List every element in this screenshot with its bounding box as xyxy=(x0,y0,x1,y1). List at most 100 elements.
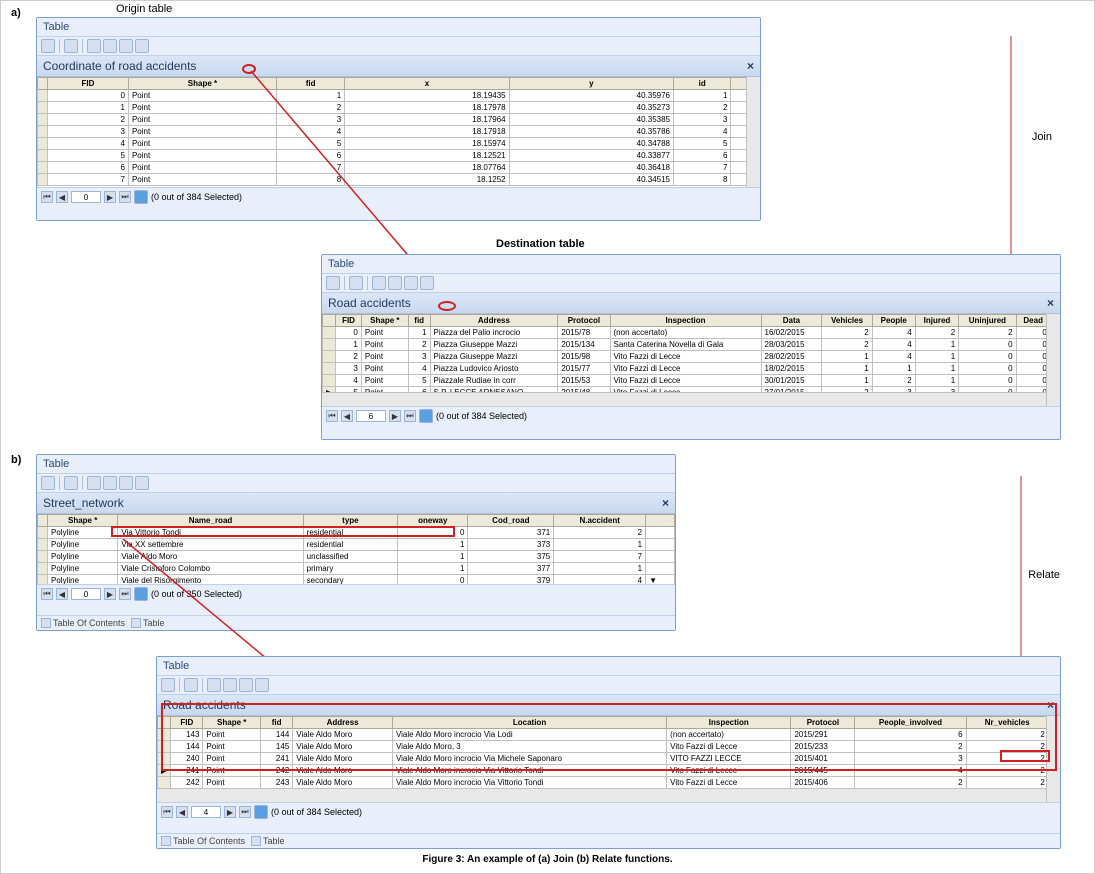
col-header[interactable]: Name_road xyxy=(118,515,303,527)
close-icon[interactable]: × xyxy=(747,59,754,73)
table-row[interactable]: 7Point818.125240.345158 xyxy=(38,174,760,186)
table-row[interactable]: 2Point3Piazza Giuseppe Mazzi2015/98Vito … xyxy=(323,351,1060,363)
nav-last-icon[interactable]: ⏭ xyxy=(239,806,251,818)
tb-icon[interactable] xyxy=(388,276,402,290)
tb-icon[interactable] xyxy=(135,39,149,53)
col-header[interactable]: type xyxy=(303,515,397,527)
nav-select-icon[interactable] xyxy=(254,805,268,819)
nav-index-input[interactable] xyxy=(356,410,386,422)
col-header[interactable]: Address xyxy=(430,315,558,327)
nav-first-icon[interactable]: ⏮ xyxy=(326,410,338,422)
nav-next-icon[interactable]: ▶ xyxy=(224,806,236,818)
tb-icon[interactable] xyxy=(420,276,434,290)
tb-icon[interactable] xyxy=(64,39,78,53)
tb-icon[interactable] xyxy=(255,678,269,692)
col-header[interactable]: People xyxy=(872,315,915,327)
nav-index-input[interactable] xyxy=(71,588,101,600)
nav-first-icon[interactable]: ⏮ xyxy=(161,806,173,818)
col-header[interactable]: Vehicles xyxy=(822,315,872,327)
col-header[interactable]: x xyxy=(345,78,509,90)
col-header[interactable]: Cod_road xyxy=(468,515,554,527)
scrollbar-h[interactable] xyxy=(322,392,1046,406)
table-row[interactable]: 4Point518.1597440.347885 xyxy=(38,138,760,150)
table-row[interactable]: 3Point4Piazza Ludovico Ariosto2015/77Vit… xyxy=(323,363,1060,375)
nav-prev-icon[interactable]: ◀ xyxy=(341,410,353,422)
col-header[interactable]: y xyxy=(509,78,673,90)
table-row[interactable]: 6Point718.0776440.364187 xyxy=(38,162,760,174)
nav-select-icon[interactable] xyxy=(419,409,433,423)
col-header[interactable]: Uninjured xyxy=(959,315,1016,327)
nav-first-icon[interactable]: ⏮ xyxy=(41,588,53,600)
tb-icon[interactable] xyxy=(87,39,101,53)
table-row[interactable]: PolylineVia XX settembreresidential13731 xyxy=(38,539,675,551)
col-header[interactable]: Shape * xyxy=(48,515,118,527)
tb-icon[interactable] xyxy=(372,276,386,290)
table-row[interactable]: 2Point318.1796440.353853 xyxy=(38,114,760,126)
tb-icon[interactable] xyxy=(184,678,198,692)
tb-icon[interactable] xyxy=(103,39,117,53)
col-header[interactable]: Shape * xyxy=(361,315,408,327)
table-row[interactable]: 0Point1Piazza del Palio incrocio2015/78(… xyxy=(323,327,1060,339)
table-row[interactable]: 1Point2Piazza Giuseppe Mazzi2015/134Sant… xyxy=(323,339,1060,351)
tb-icon[interactable] xyxy=(119,476,133,490)
nav-select-icon[interactable] xyxy=(134,587,148,601)
tb-icon[interactable] xyxy=(135,476,149,490)
nav-index-input[interactable] xyxy=(191,806,221,818)
tb-icon[interactable] xyxy=(41,39,55,53)
tb-icon[interactable] xyxy=(41,476,55,490)
tb-icon[interactable] xyxy=(207,678,221,692)
table-row[interactable]: 1Point218.1797840.352732 xyxy=(38,102,760,114)
table-row[interactable]: PolylineViale Aldo Morounclassified13757 xyxy=(38,551,675,563)
tb-icon[interactable] xyxy=(404,276,418,290)
col-header[interactable]: Data xyxy=(761,315,822,327)
scrollbar-h[interactable] xyxy=(157,788,1046,802)
nav-last-icon[interactable]: ⏭ xyxy=(119,191,131,203)
nav-prev-icon[interactable]: ◀ xyxy=(176,806,188,818)
col-header[interactable] xyxy=(38,78,48,90)
close-icon[interactable]: × xyxy=(662,496,669,510)
scrollbar-v[interactable] xyxy=(1046,314,1060,406)
nav-next-icon[interactable]: ▶ xyxy=(104,191,116,203)
toc-tab[interactable]: Table Of Contents xyxy=(161,836,245,846)
table-row[interactable]: 5Point618.1252140.338776 xyxy=(38,150,760,162)
table-tab[interactable]: Table xyxy=(251,836,285,846)
close-icon[interactable]: × xyxy=(1047,296,1054,310)
nav-next-icon[interactable]: ▶ xyxy=(389,410,401,422)
tb-icon[interactable] xyxy=(119,39,133,53)
toc-tab[interactable]: Table Of Contents xyxy=(41,618,125,628)
table-row[interactable]: 242Point243Viale Aldo MoroViale Aldo Mor… xyxy=(158,777,1060,789)
table-row[interactable]: 3Point418.1791840.357864 xyxy=(38,126,760,138)
tb-icon[interactable] xyxy=(223,678,237,692)
col-header[interactable]: fid xyxy=(408,315,430,327)
scrollbar-v[interactable] xyxy=(746,77,760,187)
nav-prev-icon[interactable]: ◀ xyxy=(56,191,68,203)
col-header[interactable] xyxy=(38,515,48,527)
tb-icon[interactable] xyxy=(349,276,363,290)
nav-prev-icon[interactable]: ◀ xyxy=(56,588,68,600)
nav-first-icon[interactable]: ⏮ xyxy=(41,191,53,203)
table-row[interactable]: PolylineViale del Risorgimentosecondary0… xyxy=(38,575,675,585)
col-header[interactable]: Inspection xyxy=(610,315,761,327)
nav-index-input[interactable] xyxy=(71,191,101,203)
table-row[interactable]: 4Point5Piazzale Rudiae in corr2015/53Vit… xyxy=(323,375,1060,387)
col-header[interactable]: Shape * xyxy=(128,78,276,90)
col-header[interactable]: Injured xyxy=(915,315,959,327)
table-row[interactable]: 0Point118.1943540.359761 xyxy=(38,90,760,102)
nav-next-icon[interactable]: ▶ xyxy=(104,588,116,600)
tb-icon[interactable] xyxy=(326,276,340,290)
tb-icon[interactable] xyxy=(64,476,78,490)
nav-last-icon[interactable]: ⏭ xyxy=(404,410,416,422)
table-tab[interactable]: Table xyxy=(131,618,165,628)
col-header[interactable]: N.accident xyxy=(554,515,646,527)
col-header[interactable]: Protocol xyxy=(558,315,610,327)
col-header[interactable]: id xyxy=(674,78,731,90)
col-header[interactable] xyxy=(646,515,675,527)
col-header[interactable]: fid xyxy=(276,78,344,90)
col-header[interactable]: oneway xyxy=(398,515,468,527)
nav-select-icon[interactable] xyxy=(134,190,148,204)
tb-icon[interactable] xyxy=(103,476,117,490)
col-header[interactable] xyxy=(323,315,336,327)
nav-last-icon[interactable]: ⏭ xyxy=(119,588,131,600)
tb-icon[interactable] xyxy=(239,678,253,692)
col-header[interactable]: FID xyxy=(336,315,362,327)
